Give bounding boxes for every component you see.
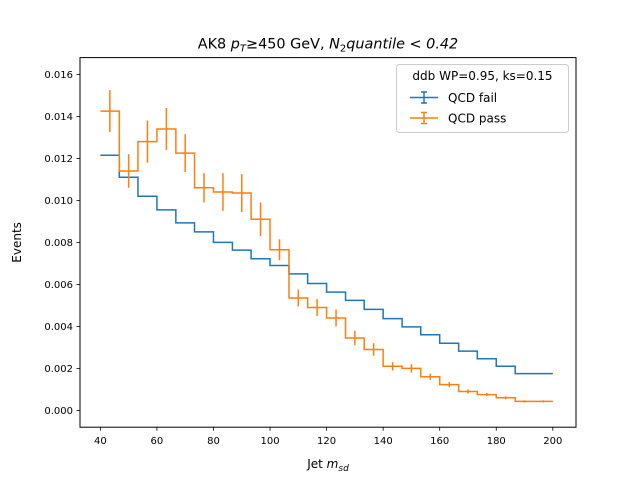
y-tick-label: 0.006 xyxy=(44,280,73,291)
legend-title: ddb WP=0.95, ks=0.15 xyxy=(412,69,552,83)
legend-label-qcd-pass: QCD pass xyxy=(448,112,506,126)
x-tick-label: 180 xyxy=(487,436,506,447)
series-line-qcd-fail xyxy=(100,154,553,375)
x-tick-label: 60 xyxy=(151,436,164,447)
x-tick-label: 200 xyxy=(543,436,562,447)
chart-title: AK8 pT≥450 GeV, N2quantile < 0.42 xyxy=(198,37,458,55)
plot-area xyxy=(100,90,553,403)
x-tick-label: 80 xyxy=(207,436,220,447)
legend-box xyxy=(396,64,569,133)
y-axis-ticks: 0.000 0.002 0.004 0.006 0.008 0.010 0.012 0.014… xyxy=(44,70,80,417)
x-tick-label: 160 xyxy=(430,436,449,447)
x-tick-label: 140 xyxy=(374,436,393,447)
y-tick-label: 0.010 xyxy=(44,196,73,207)
y-tick-label: 0.004 xyxy=(44,322,73,333)
y-tick-label: 0.008 xyxy=(44,238,73,249)
y-tick-label: 0.000 xyxy=(44,406,73,417)
x-tick-label: 120 xyxy=(317,436,336,447)
y-axis-label: Events xyxy=(10,222,24,263)
series-line-qcd-pass xyxy=(100,110,553,403)
x-axis-ticks: 40 60 80 100 120 140 160 180 200 xyxy=(94,427,562,447)
x-tick-label: 100 xyxy=(260,436,279,447)
legend-handle-qcd-pass xyxy=(410,111,438,125)
y-tick-label: 0.012 xyxy=(44,154,73,165)
x-axis-label: Jet msd xyxy=(306,457,349,474)
x-tick-label: 40 xyxy=(94,436,107,447)
legend-handle-qcd-fail xyxy=(410,91,438,104)
legend: ddb WP=0.95, ks=0.15 QCD fail QCD pass xyxy=(396,64,569,133)
y-tick-label: 0.014 xyxy=(44,112,73,123)
y-tick-label: 0.016 xyxy=(44,70,73,81)
legend-label-qcd-fail: QCD fail xyxy=(448,91,497,105)
y-tick-label: 0.002 xyxy=(44,364,73,375)
